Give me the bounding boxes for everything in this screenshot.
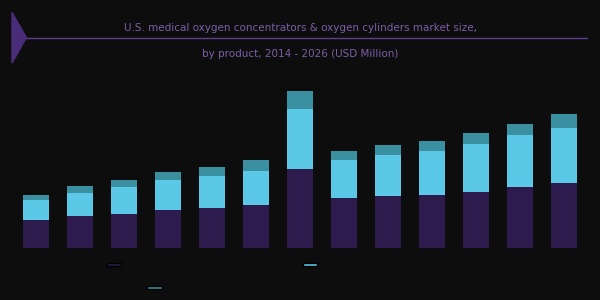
FancyBboxPatch shape (303, 263, 317, 266)
Bar (287, 91, 313, 109)
Text: by product, 2014 - 2026 (USD Million): by product, 2014 - 2026 (USD Million) (202, 49, 398, 58)
Bar (199, 208, 225, 248)
FancyBboxPatch shape (148, 286, 162, 289)
Bar (463, 192, 489, 248)
Bar (155, 172, 181, 181)
Bar (551, 128, 577, 183)
Bar (111, 214, 137, 248)
Bar (155, 181, 181, 210)
Bar (506, 124, 533, 136)
Bar (419, 195, 445, 248)
Bar (67, 193, 94, 216)
Bar (506, 187, 533, 248)
Bar (419, 141, 445, 152)
Bar (243, 205, 269, 248)
Bar (506, 136, 533, 187)
Bar (199, 176, 225, 208)
Bar (331, 198, 357, 248)
Text: U.S. medical oxygen concentrators & oxygen cylinders market size,: U.S. medical oxygen concentrators & oxyg… (124, 23, 476, 33)
Bar (111, 180, 137, 187)
Bar (155, 210, 181, 248)
Bar (243, 160, 269, 170)
Bar (375, 196, 401, 248)
Bar (243, 170, 269, 205)
Bar (23, 220, 49, 248)
Polygon shape (12, 12, 26, 63)
Bar (287, 109, 313, 169)
Bar (463, 144, 489, 192)
Bar (67, 186, 94, 193)
Bar (419, 152, 445, 195)
FancyBboxPatch shape (107, 263, 121, 266)
Bar (23, 195, 49, 200)
Bar (331, 160, 357, 198)
Bar (199, 167, 225, 176)
Bar (67, 216, 94, 248)
Bar (551, 183, 577, 248)
Bar (375, 146, 401, 155)
Bar (551, 114, 577, 128)
Bar (463, 133, 489, 144)
Bar (111, 187, 137, 214)
Bar (287, 169, 313, 248)
Bar (23, 200, 49, 220)
Bar (375, 155, 401, 196)
Bar (331, 151, 357, 160)
